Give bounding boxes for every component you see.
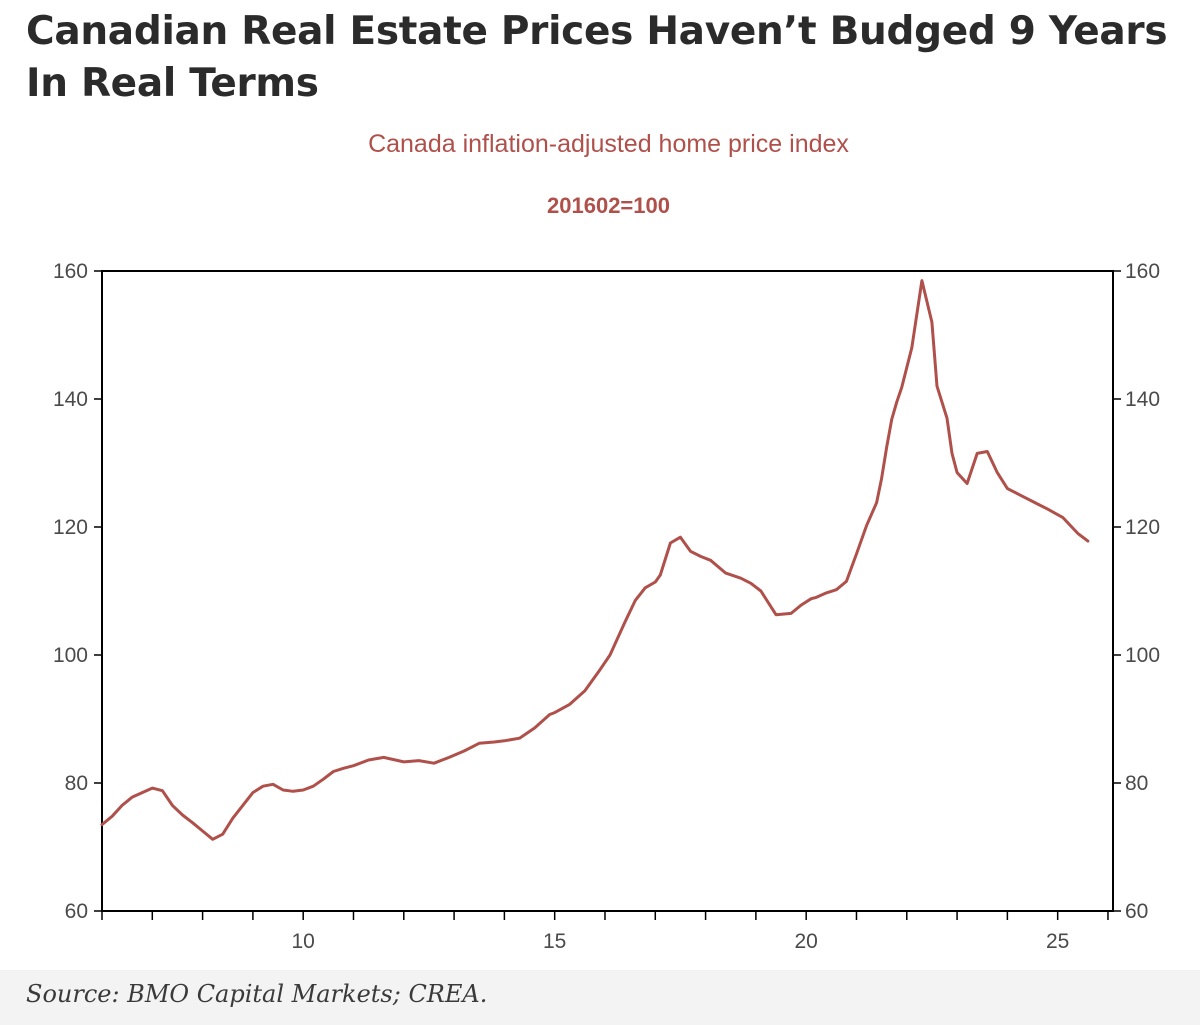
- chart-subtitle: 201602=100: [547, 193, 670, 218]
- y-tick-label-right: 100: [1125, 644, 1160, 667]
- y-tick-label-left: 160: [53, 260, 88, 283]
- x-tick-label: 10: [292, 930, 315, 953]
- y-axis-left: 60 80 100 120 140 160: [53, 260, 102, 923]
- y-tick-label-left: 80: [65, 772, 88, 795]
- x-tick-label: 20: [794, 930, 817, 953]
- y-tick-label-right: 140: [1125, 388, 1160, 411]
- chart-title: Canada inflation-adjusted home price ind…: [368, 130, 849, 158]
- x-tick-label: 25: [1046, 930, 1069, 953]
- series-line-home-price-index: [100, 279, 1090, 841]
- y-tick-label-left: 140: [53, 388, 88, 411]
- y-tick-label-right: 80: [1125, 772, 1148, 795]
- y-tick-label-left: 120: [53, 516, 88, 539]
- source-note: Source: BMO Capital Markets; CREA.: [26, 980, 488, 1008]
- x-tick-label: 15: [543, 930, 566, 953]
- y-tick-label-right: 160: [1125, 260, 1160, 283]
- headline: Canadian Real Estate Prices Haven’t Budg…: [26, 9, 1168, 106]
- y-tick-label-left: 60: [65, 900, 88, 923]
- y-axis-right: 60 80 100 120 140 160: [1113, 260, 1160, 923]
- x-axis: 10 15 20 25: [101, 911, 1109, 953]
- y-tick-label-left: 100: [53, 644, 88, 667]
- y-tick-label-right: 60: [1125, 900, 1148, 923]
- plot-frame: [101, 270, 1114, 912]
- line-chart: 60 80 100 120 140 160 60 80 100 120 140 160 10 15 20…: [53, 260, 1160, 953]
- footer-band: [0, 970, 1200, 1025]
- y-tick-label-right: 120: [1125, 516, 1160, 539]
